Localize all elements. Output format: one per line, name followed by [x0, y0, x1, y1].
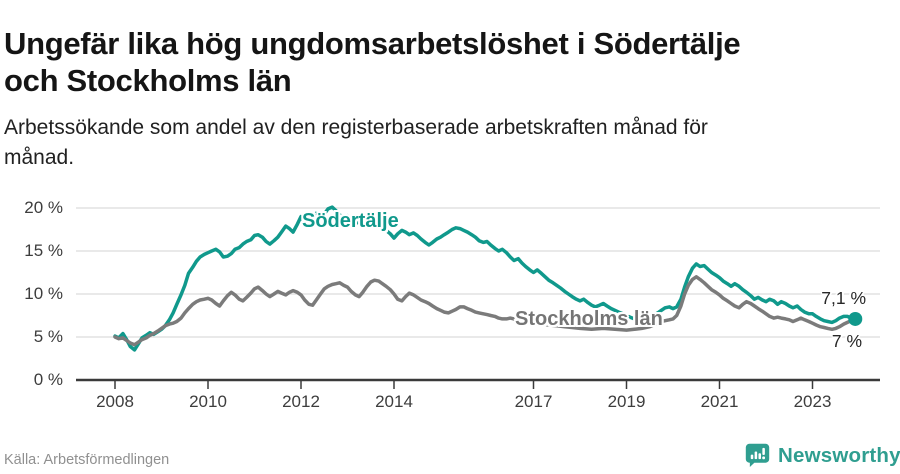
end-value-label-sodertalje: 7,1 % — [821, 288, 866, 308]
y-axis-label: 20 % — [24, 198, 63, 217]
newsworthy-bubble-chart-icon — [745, 443, 770, 468]
series-label-sodertalje: Södertälje — [302, 210, 399, 232]
y-axis-label: 15 % — [24, 241, 63, 260]
x-axis-label: 2023 — [793, 392, 832, 411]
x-axis-label: 2008 — [96, 392, 134, 411]
endpoint-dot — [848, 311, 863, 326]
chart-subtitle: Arbetssökande som andel av den registerb… — [4, 113, 884, 173]
newsworthy-logo: Newsworthy — [744, 440, 900, 471]
x-axis-label: 2017 — [514, 392, 553, 411]
x-axis-label: 2012 — [282, 392, 320, 411]
y-axis-label: 5 % — [33, 327, 63, 346]
x-axis-label: 2014 — [375, 392, 413, 411]
end-value-label-stockholms-lan: 7 % — [831, 331, 862, 351]
x-axis-label: 2010 — [189, 392, 227, 411]
page-title: Ungefär lika hög ungdomsarbetslöshet i S… — [4, 25, 884, 99]
y-axis-label: 10 % — [24, 284, 63, 303]
source-note: Källa: Arbetsförmedlingen — [4, 452, 170, 468]
series-label-stockholms-lan: Stockholms län — [515, 308, 663, 330]
x-axis-label: 2021 — [700, 392, 739, 411]
page-title-line-2: och Stockholms län — [4, 62, 292, 98]
series-line-stockholms-lan — [113, 275, 858, 347]
chart-subtitle-line-1: Arbetssökande som andel av den registerb… — [4, 116, 708, 139]
chart-subtitle-line-2: månad. — [4, 146, 75, 169]
page-title-line-1: Ungefär lika hög ungdomsarbetslöshet i S… — [4, 25, 741, 61]
x-axis-label: 2019 — [607, 392, 646, 411]
series-line-sodertalje — [113, 205, 858, 352]
newsworthy-wordmark: Newsworthy — [778, 443, 900, 467]
y-axis-label: 0 % — [33, 370, 63, 389]
